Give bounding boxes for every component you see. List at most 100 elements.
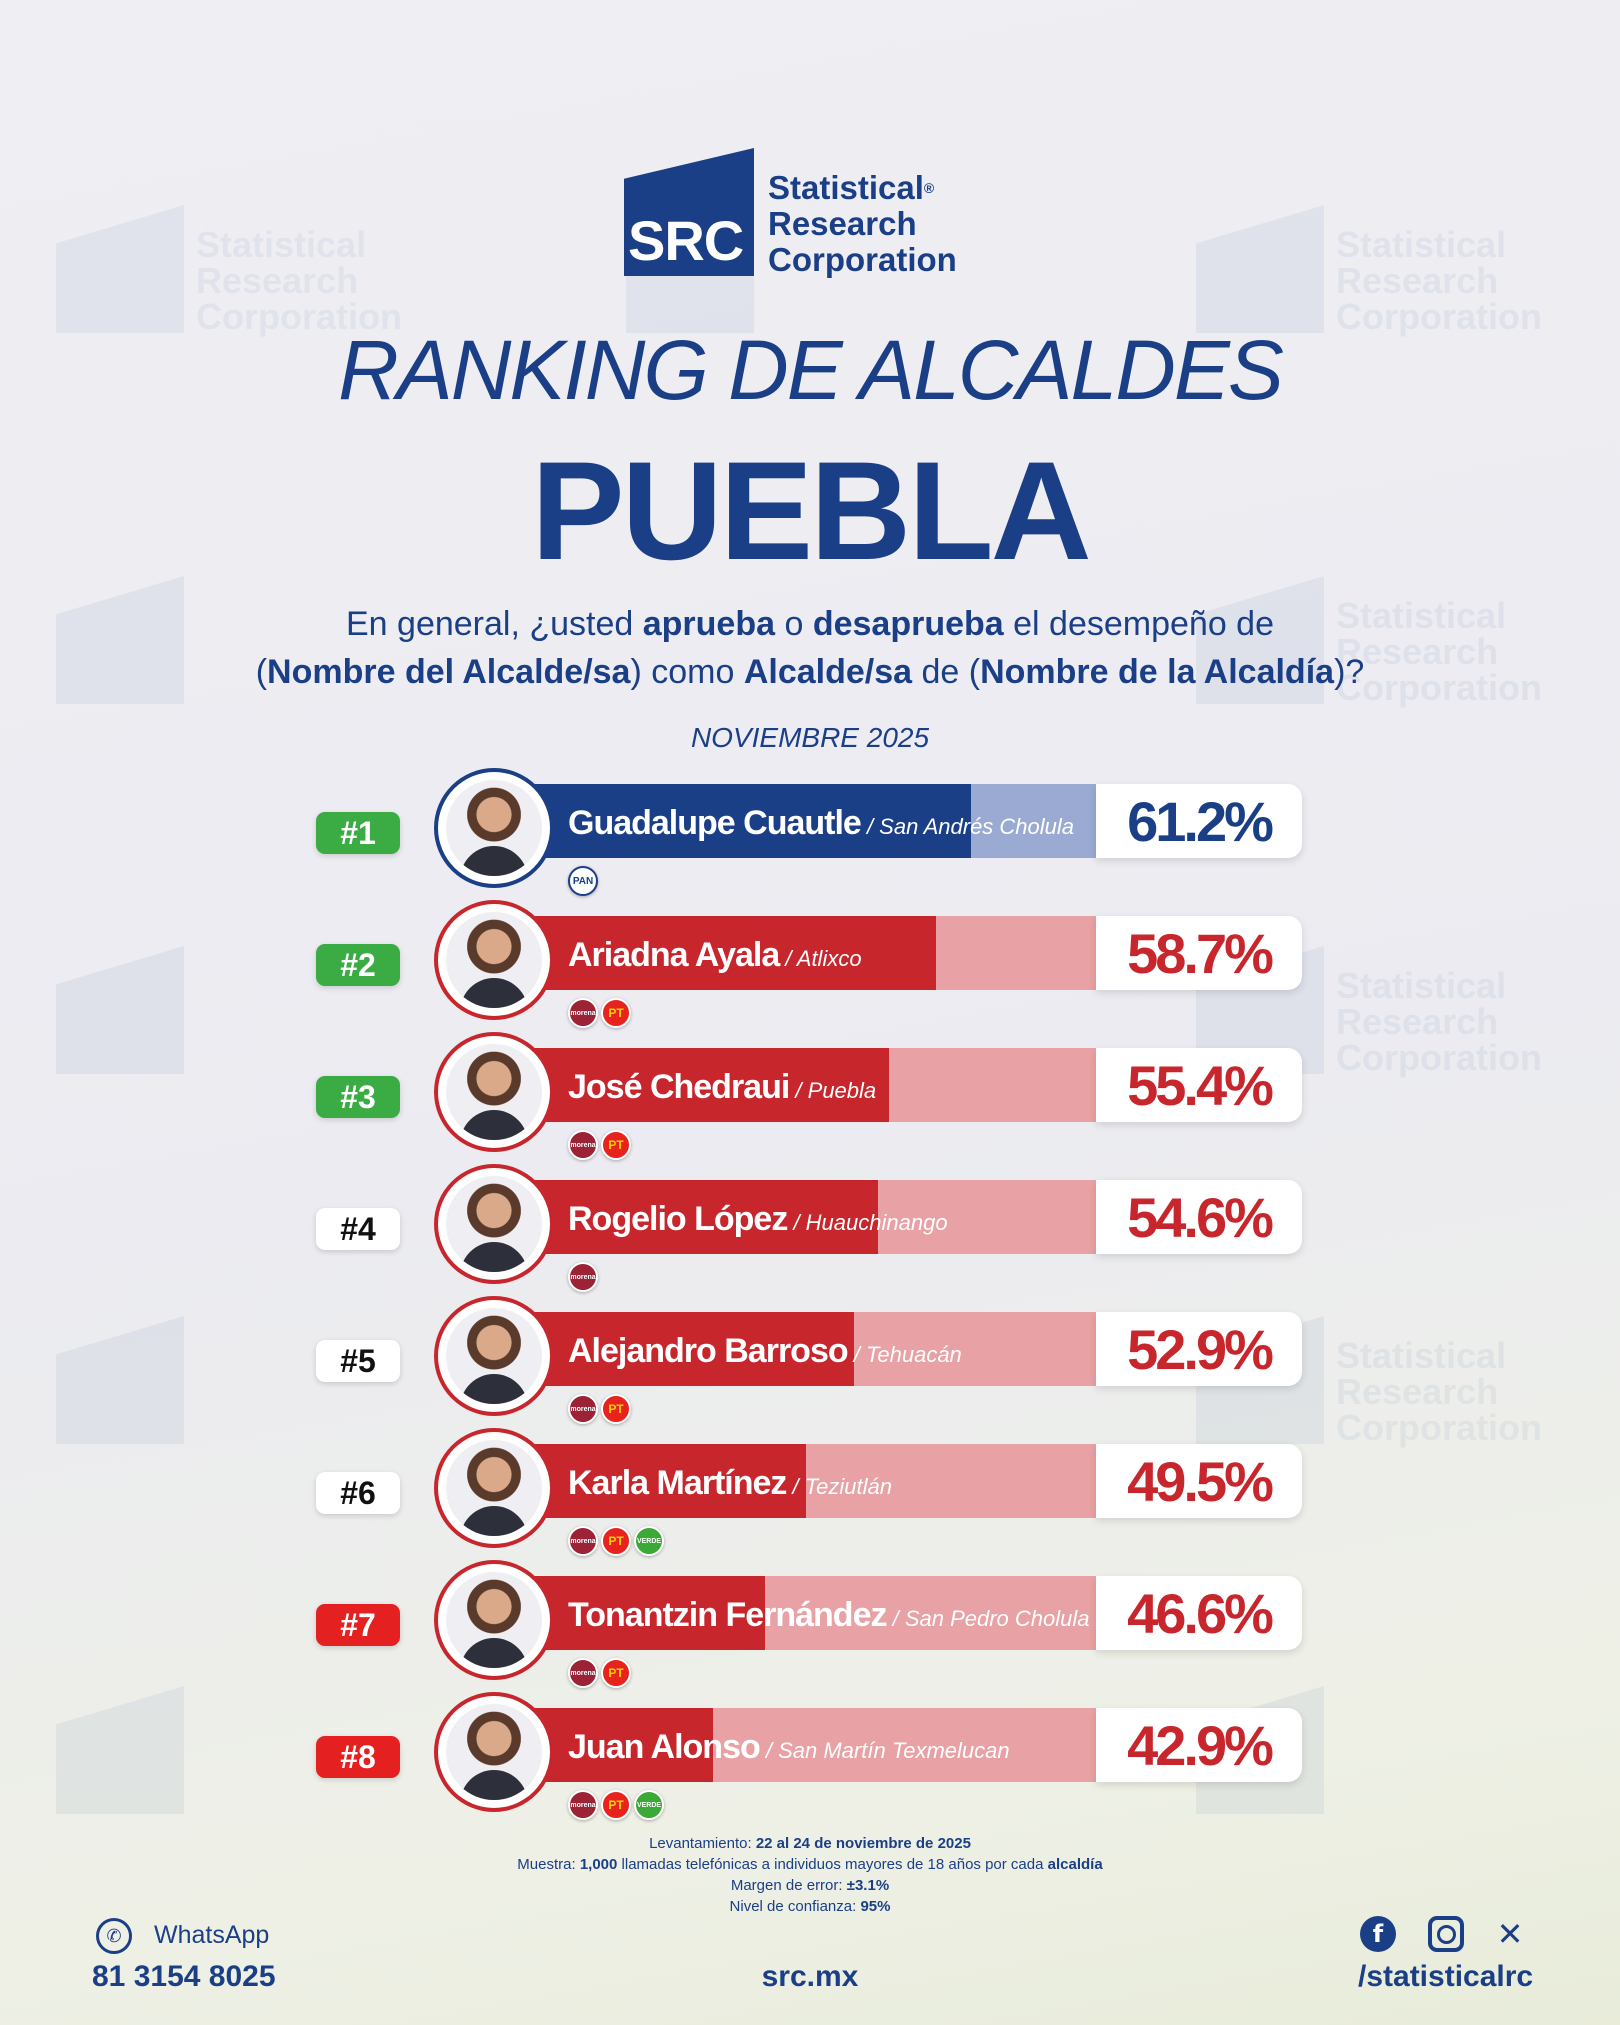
bar-remainder bbox=[713, 1708, 1096, 1782]
mayor-name-text: Karla Martínez bbox=[568, 1464, 787, 1502]
municipality: / San Andrés Cholula bbox=[860, 814, 1075, 839]
bar-remainder bbox=[936, 916, 1096, 990]
mayor-name-text: Alejandro Barroso bbox=[568, 1332, 849, 1370]
bar-track bbox=[530, 1312, 1096, 1386]
bar-track bbox=[530, 1444, 1096, 1518]
methodology-note: Levantamiento: 22 al 24 de noviembre de … bbox=[517, 1835, 1103, 1915]
mayor-photo bbox=[434, 1032, 554, 1152]
ranking-row: #3 55.4% José Chedraui / Puebla morena PT bbox=[0, 1032, 1620, 1160]
bar-fill bbox=[530, 1048, 889, 1122]
party-logos: morena PT bbox=[568, 1658, 631, 1688]
bar-fill bbox=[530, 1312, 854, 1386]
bar-track bbox=[530, 1576, 1096, 1650]
social-icons: f ✕ bbox=[1360, 1915, 1523, 1956]
pt-logo-icon: PT bbox=[601, 1658, 631, 1688]
verde-logo-icon: VERDE bbox=[634, 1790, 664, 1820]
registered-mark: ® bbox=[923, 180, 935, 196]
pt-logo-icon: PT bbox=[601, 1790, 631, 1820]
municipality: / San Pedro Cholula bbox=[886, 1606, 1090, 1631]
rank-badge: #5 bbox=[316, 1340, 400, 1382]
mayor-photo bbox=[434, 900, 554, 1020]
mayor-photo bbox=[434, 1164, 554, 1284]
morena-logo-icon: morena bbox=[568, 1394, 598, 1424]
bar-fill bbox=[530, 1180, 878, 1254]
bar-remainder bbox=[971, 784, 1096, 858]
state-title: PUEBLA bbox=[531, 432, 1092, 589]
rank-badge: #8 bbox=[316, 1736, 400, 1778]
pan-logo-icon: PAN bbox=[568, 866, 598, 896]
survey-question: En general, ¿usted aprueba o desaprueba … bbox=[255, 605, 1365, 691]
bar-fill bbox=[530, 1708, 713, 1782]
party-logos: morena PT bbox=[568, 1130, 631, 1160]
bar-track bbox=[530, 916, 1096, 990]
whatsapp-icon[interactable]: ✆ bbox=[96, 1918, 132, 1954]
mayor-name: Juan Alonso / San Martín Texmelucan bbox=[568, 1728, 1010, 1767]
pt-logo-icon: PT bbox=[601, 1394, 631, 1424]
morena-logo-icon: morena bbox=[568, 1526, 598, 1556]
rank-badge: #7 bbox=[316, 1604, 400, 1646]
ranking-row: #8 42.9% Juan Alonso / San Martín Texmeluc… bbox=[0, 1692, 1620, 1820]
ranking-title: RANKING DE ALCALDES bbox=[338, 323, 1284, 417]
mayor-name: José Chedraui / Puebla bbox=[568, 1068, 876, 1107]
bar-track bbox=[530, 1708, 1096, 1782]
morena-logo-icon: morena bbox=[568, 1790, 598, 1820]
bar-remainder bbox=[878, 1180, 1096, 1254]
logo-line-1: Statistical bbox=[768, 169, 924, 206]
logo-line-3: Corporation bbox=[768, 241, 957, 278]
ranking-row: #6 49.5% Karla Martínez / Teziutlán morena P… bbox=[0, 1428, 1620, 1556]
bar-track bbox=[530, 784, 1096, 858]
ranking-row: #4 54.6% Rogelio López / Huauchinango moren… bbox=[0, 1164, 1620, 1292]
facebook-icon[interactable]: f bbox=[1360, 1916, 1396, 1952]
website-link[interactable]: src.mx bbox=[761, 1960, 859, 1993]
municipality: / Puebla bbox=[789, 1078, 877, 1103]
bar-remainder bbox=[806, 1444, 1096, 1518]
municipality: / Tehuacán bbox=[847, 1342, 962, 1367]
municipality: / Atlixco bbox=[779, 946, 862, 971]
rank-badge: #6 bbox=[316, 1472, 400, 1514]
bar-fill bbox=[530, 784, 971, 858]
mayor-name-text: Ariadna Ayala bbox=[568, 936, 780, 974]
municipality: / Teziutlán bbox=[786, 1474, 892, 1499]
approval-percent: 49.5% bbox=[1096, 1444, 1302, 1518]
approval-percent: 52.9% bbox=[1096, 1312, 1302, 1386]
logo-line-2: Research bbox=[768, 205, 917, 242]
mayor-name-text: José Chedraui bbox=[568, 1068, 790, 1106]
rank-badge: #1 bbox=[316, 812, 400, 854]
morena-logo-icon: morena bbox=[568, 1130, 598, 1160]
morena-logo-icon: morena bbox=[568, 998, 598, 1028]
approval-percent: 61.2% bbox=[1096, 784, 1302, 858]
approval-percent: 46.6% bbox=[1096, 1576, 1302, 1650]
rank-badge: #3 bbox=[316, 1076, 400, 1118]
party-logos: PAN bbox=[568, 866, 598, 896]
social-handle[interactable]: /statisticalrc bbox=[1358, 1960, 1534, 1993]
ranking-row: #7 46.6% Tonantzin Fernández / San Pedro C… bbox=[0, 1560, 1620, 1688]
bar-fill bbox=[530, 916, 936, 990]
logo-name: Statistical® Research Corporation bbox=[768, 170, 957, 278]
party-logos: morena PT bbox=[568, 998, 631, 1028]
mayor-name: Ariadna Ayala / Atlixco bbox=[568, 936, 862, 975]
party-logos: morena PT VERDE bbox=[568, 1526, 664, 1556]
rank-badge: #4 bbox=[316, 1208, 400, 1250]
morena-logo-icon: morena bbox=[568, 1658, 598, 1688]
pt-logo-icon: PT bbox=[601, 1130, 631, 1160]
ranking-row: #1 61.2% Guadalupe Cuautle / San Andrés Ch… bbox=[0, 768, 1620, 896]
approval-percent: 42.9% bbox=[1096, 1708, 1302, 1782]
mayor-photo bbox=[434, 1296, 554, 1416]
watermark-logo: Statistical Research Corporation bbox=[56, 205, 456, 335]
party-logos: morena PT VERDE bbox=[568, 1790, 664, 1820]
pt-logo-icon: PT bbox=[601, 1526, 631, 1556]
mayor-name: Guadalupe Cuautle / San Andrés Cholula bbox=[568, 804, 1074, 843]
mayor-name: Alejandro Barroso / Tehuacán bbox=[568, 1332, 962, 1371]
party-logos: morena bbox=[568, 1262, 598, 1292]
instagram-icon[interactable] bbox=[1428, 1916, 1464, 1952]
ranking-row: #2 58.7% Ariadna Ayala / Atlixco morena PT bbox=[0, 900, 1620, 1028]
whatsapp-number[interactable]: 81 3154 8025 bbox=[92, 1960, 276, 1993]
bar-track bbox=[530, 1180, 1096, 1254]
mayor-photo bbox=[434, 1692, 554, 1812]
x-icon[interactable]: ✕ bbox=[1496, 1915, 1524, 1953]
ranking-row: #5 52.9% Alejandro Barroso / Tehuacán moren… bbox=[0, 1296, 1620, 1424]
party-logos: morena PT bbox=[568, 1394, 631, 1424]
approval-percent: 55.4% bbox=[1096, 1048, 1302, 1122]
bar-remainder bbox=[854, 1312, 1096, 1386]
municipality: / San Martín Texmelucan bbox=[759, 1738, 1010, 1763]
